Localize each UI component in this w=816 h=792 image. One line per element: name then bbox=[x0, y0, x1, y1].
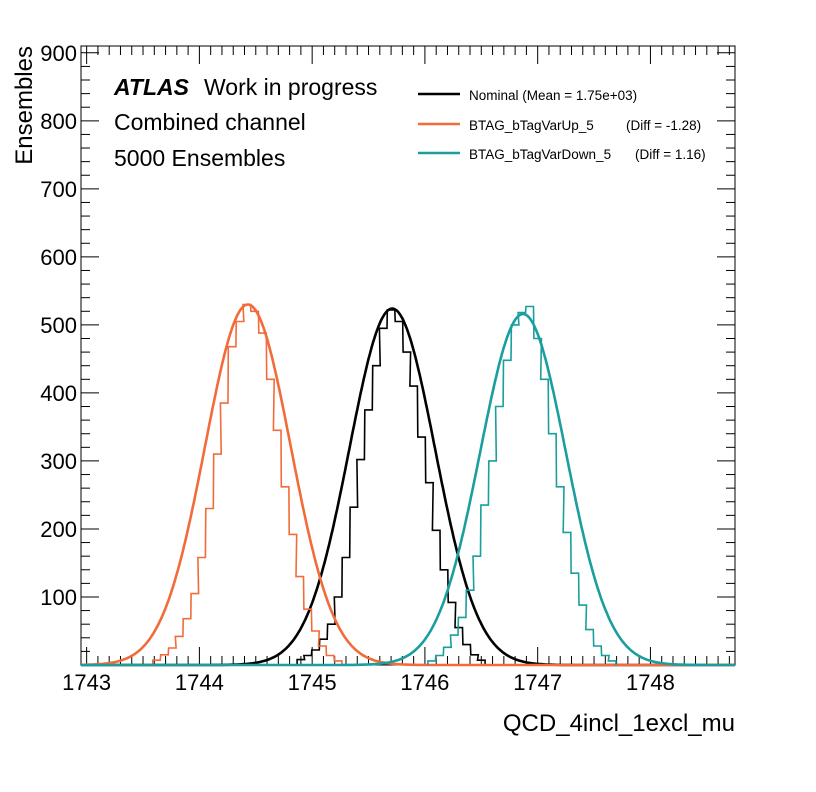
atlas-label: ATLAS bbox=[113, 74, 190, 100]
legend-label-nominal: Nominal (Mean = 1.75e+03) bbox=[469, 88, 637, 103]
y-tick-label: 700 bbox=[40, 177, 77, 202]
plot-layer bbox=[81, 303, 735, 667]
fit-curve-series-0 bbox=[81, 307, 735, 667]
legend-diff-up: (Diff = -1.28) bbox=[626, 118, 701, 133]
y-tick-label: 200 bbox=[40, 517, 77, 542]
histogram-series-2 bbox=[427, 305, 617, 665]
tick-labels-layer: 1743 1744 1745 1746 1747 1748 100 200 300 400 500 6… bbox=[40, 41, 675, 695]
y-tick-label: 800 bbox=[40, 109, 77, 134]
channel-label: Combined channel bbox=[114, 109, 306, 135]
legend: Nominal (Mean = 1.75e+03) BTAG_bTagVarUp… bbox=[418, 88, 706, 162]
x-tick-label: 1748 bbox=[626, 670, 675, 695]
histogram-series-0 bbox=[296, 309, 486, 665]
histogram-series-1 bbox=[152, 303, 343, 665]
plot-frame bbox=[80, 45, 736, 666]
ensembles-label: 5000 Ensembles bbox=[114, 145, 285, 171]
y-tick-label: 100 bbox=[40, 585, 77, 610]
legend-label-up: BTAG_bTagVarUp_5 bbox=[469, 118, 594, 133]
ticks-layer bbox=[81, 46, 735, 665]
legend-diff-down: (Diff = 1.16) bbox=[635, 147, 706, 162]
y-axis-label: Ensembles bbox=[11, 46, 38, 165]
x-axis-label: QCD_4incl_1excl_mu bbox=[503, 710, 735, 737]
fit-curve-series-2 bbox=[81, 312, 735, 667]
y-tick-label: 300 bbox=[40, 449, 77, 474]
y-tick-label: 500 bbox=[40, 313, 77, 338]
x-tick-label: 1744 bbox=[175, 670, 224, 695]
legend-label-down: BTAG_bTagVarDown_5 bbox=[469, 147, 611, 162]
x-tick-label: 1745 bbox=[288, 670, 337, 695]
y-tick-label: 900 bbox=[40, 41, 77, 66]
x-tick-label: 1746 bbox=[400, 670, 449, 695]
y-tick-label: 600 bbox=[40, 245, 77, 270]
x-tick-label: 1747 bbox=[513, 670, 562, 695]
status-label: Work in progress bbox=[204, 74, 377, 100]
y-tick-label: 400 bbox=[40, 381, 77, 406]
fit-curve-series-1 bbox=[81, 303, 735, 667]
x-tick-label: 1743 bbox=[62, 670, 111, 695]
